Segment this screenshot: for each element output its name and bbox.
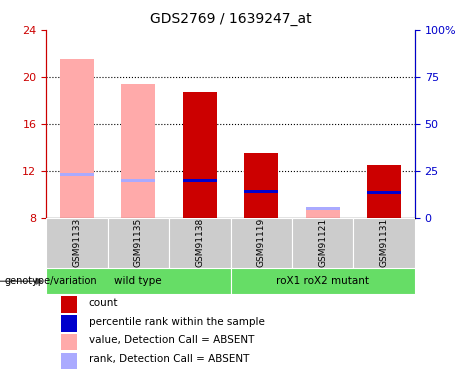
Bar — [354, 217, 415, 268]
Text: roX1 roX2 mutant: roX1 roX2 mutant — [276, 276, 369, 286]
Bar — [60, 59, 94, 217]
Bar — [46, 268, 230, 294]
Text: GSM91131: GSM91131 — [380, 218, 389, 267]
Bar — [367, 165, 401, 218]
Bar — [121, 179, 155, 182]
Text: GSM91121: GSM91121 — [318, 218, 327, 267]
Bar — [292, 217, 354, 268]
Text: value, Detection Call = ABSENT: value, Detection Call = ABSENT — [89, 336, 254, 345]
Text: GSM91133: GSM91133 — [72, 218, 81, 267]
Bar — [61, 296, 77, 313]
Bar — [61, 352, 77, 369]
Bar — [230, 268, 415, 294]
Bar — [230, 217, 292, 268]
Bar — [46, 217, 107, 268]
Bar — [306, 208, 340, 218]
Text: GSM91119: GSM91119 — [257, 218, 266, 267]
Text: genotype/variation: genotype/variation — [5, 276, 97, 286]
Text: wild type: wild type — [114, 276, 162, 286]
Bar — [107, 217, 169, 268]
Title: GDS2769 / 1639247_at: GDS2769 / 1639247_at — [150, 12, 311, 26]
Text: percentile rank within the sample: percentile rank within the sample — [89, 317, 265, 327]
Bar — [61, 315, 77, 332]
Bar — [244, 153, 278, 218]
Bar — [367, 191, 401, 194]
Bar — [121, 84, 155, 218]
Text: GSM91138: GSM91138 — [195, 218, 204, 267]
Bar — [183, 92, 217, 218]
Bar — [183, 179, 217, 182]
Bar — [169, 217, 230, 268]
Text: count: count — [89, 298, 118, 308]
Bar — [61, 334, 77, 350]
Bar — [306, 207, 340, 210]
Text: rank, Detection Call = ABSENT: rank, Detection Call = ABSENT — [89, 354, 249, 364]
Bar — [244, 190, 278, 193]
Bar — [60, 173, 94, 177]
Text: GSM91135: GSM91135 — [134, 218, 143, 267]
